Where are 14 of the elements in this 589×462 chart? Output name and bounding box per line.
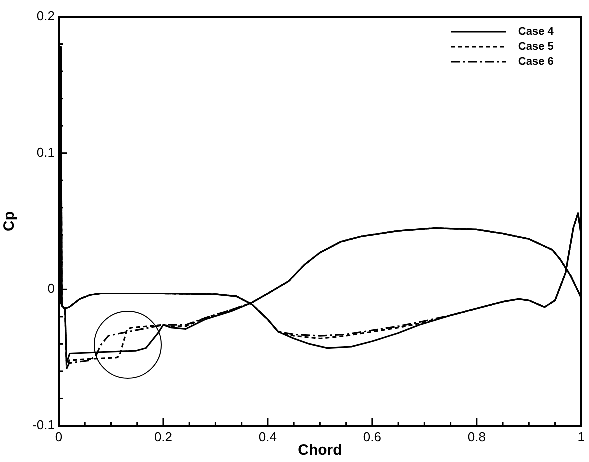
y-tick-label: -0.1	[32, 418, 55, 433]
legend-label: Case 5	[518, 41, 554, 54]
y-tick-label: 0	[48, 281, 55, 296]
x-axis-title: Chord	[298, 442, 342, 460]
x-tick-label: 0.2	[154, 429, 173, 444]
legend-label: Case 6	[518, 56, 554, 68]
y-axis-title: Cp	[1, 212, 18, 232]
x-tick-label: 0.8	[468, 429, 486, 444]
legend-label: Case 4	[518, 26, 555, 38]
x-tick-label: 0.6	[363, 429, 382, 444]
y-tick-label: 0.1	[36, 144, 55, 160]
y-tick-label: 0.2	[36, 8, 55, 24]
x-tick-label: 0.4	[258, 429, 277, 444]
x-tick-label: 1	[578, 429, 585, 444]
